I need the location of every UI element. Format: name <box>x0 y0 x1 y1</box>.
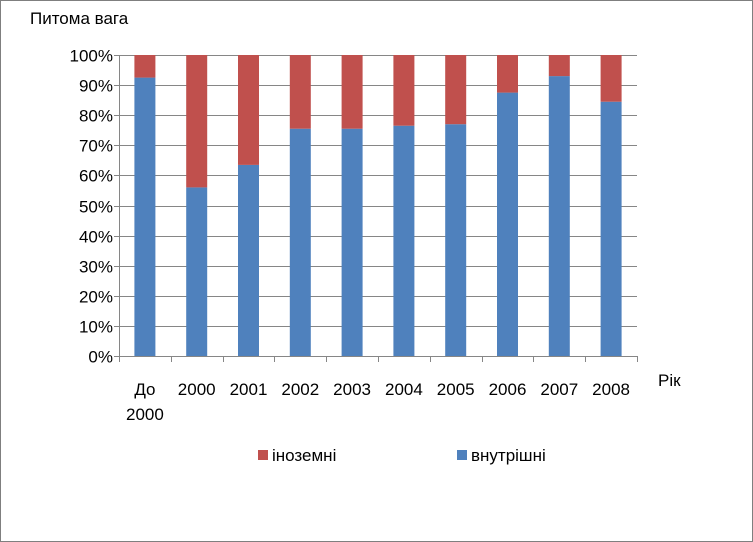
bar-segment-foreign <box>238 55 259 165</box>
axes <box>114 55 638 362</box>
y-tick-label: 90% <box>79 77 113 96</box>
y-tick-label: 60% <box>79 167 113 186</box>
y-tick-label: 10% <box>79 318 113 337</box>
x-tick-label: 2008 <box>592 380 630 399</box>
bar-segment-foreign <box>134 55 156 78</box>
y-tick-label: 30% <box>79 258 113 277</box>
x-tick-label: 2006 <box>489 380 527 399</box>
bar-segment-foreign <box>289 55 311 129</box>
bars <box>134 55 622 356</box>
bar-segment-foreign <box>445 55 467 125</box>
x-tick-label: 2001 <box>230 380 268 399</box>
y-tick-label: 0% <box>88 348 113 367</box>
bar-segment-domestic <box>134 77 156 356</box>
x-tick-label: До 2000 <box>126 380 164 424</box>
y-tick-label: 50% <box>79 198 113 217</box>
bar-segment-domestic <box>289 128 311 356</box>
y-tick-label: 20% <box>79 288 113 307</box>
bar-segment-foreign <box>341 55 363 129</box>
x-axis-title: Рік <box>658 371 681 390</box>
y-tick-label: 80% <box>79 107 113 126</box>
bar-segment-foreign <box>393 55 415 126</box>
y-tick-label: 70% <box>79 137 113 156</box>
x-tick-label: 2000 <box>178 380 216 399</box>
bar-segment-domestic <box>445 124 467 356</box>
x-tick-label: 2005 <box>437 380 475 399</box>
x-tick-label: 2007 <box>540 380 578 399</box>
bar-segment-domestic <box>393 125 415 356</box>
bar-segment-domestic <box>548 76 570 356</box>
y-axis-title: Питома вага <box>30 9 129 28</box>
x-tick-label: 2003 <box>333 380 371 399</box>
bar-segment-foreign <box>497 55 518 93</box>
bar-segment-foreign <box>600 55 622 102</box>
x-tick-label: 2002 <box>281 380 319 399</box>
bar-segment-domestic <box>186 187 208 356</box>
legend-swatch <box>258 450 268 460</box>
y-tick-labels: 0% 10% 20% 30% 40% 50% 60% 70% 80% 90% 100% <box>70 47 113 367</box>
y-tick-label: 100% <box>70 47 113 66</box>
legend-swatch <box>457 450 467 460</box>
x-tick-label: 2004 <box>385 380 423 399</box>
bar-segment-domestic <box>341 128 363 356</box>
legend-label: іноземні <box>272 446 336 465</box>
y-tick-label: 40% <box>79 228 113 247</box>
bar-segment-domestic <box>238 164 259 356</box>
bar-segment-foreign <box>548 55 570 77</box>
legend-label: внутрішні <box>471 446 546 465</box>
bar-segment-domestic <box>600 101 622 356</box>
x-tick-labels: До 2000 2000 2001 2002 2003 2004 2005 2006 2007 20… <box>126 380 630 424</box>
bar-segment-foreign <box>186 55 208 188</box>
bar-segment-domestic <box>497 92 518 356</box>
legend: іноземні внутрішні <box>258 446 546 465</box>
